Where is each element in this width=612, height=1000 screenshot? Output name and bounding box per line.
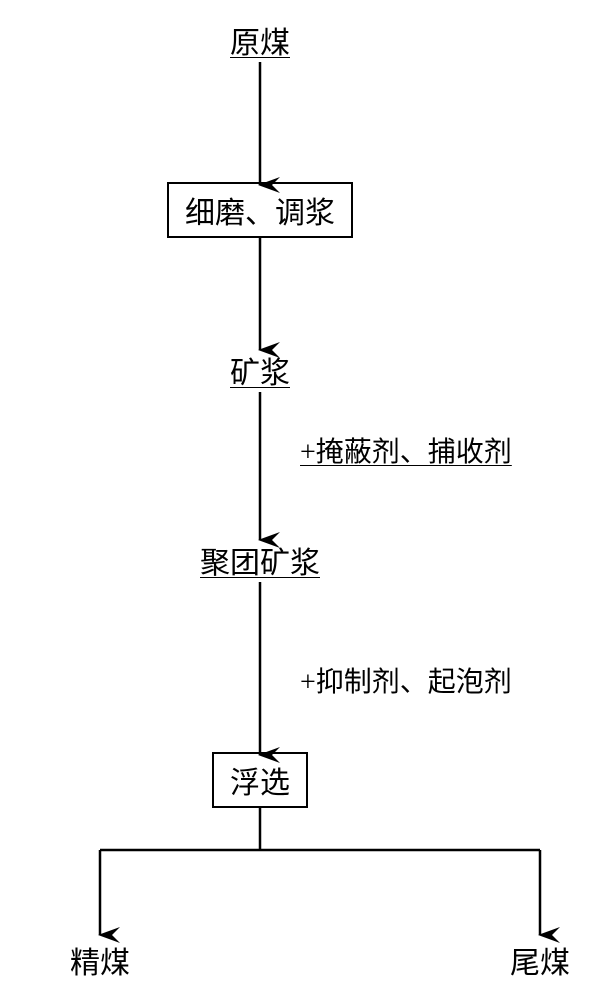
flow-node-n1: 原煤 — [230, 18, 290, 62]
flow-node-n3: 矿浆 — [230, 348, 290, 392]
flow-node-n7: 尾煤 — [510, 938, 570, 982]
flow-node-n5: 浮选 — [212, 752, 308, 808]
flow-node-n6: 精煤 — [70, 938, 130, 982]
flow-node-label: 细磨、调浆 — [185, 197, 335, 230]
flow-node-label: 聚团矿浆 — [200, 547, 320, 580]
flow-node-label: 矿浆 — [230, 357, 290, 390]
flow-node-label: 尾煤 — [510, 947, 570, 980]
flow-annotation-label: +抑制剂、起泡剂 — [300, 667, 512, 698]
flow-node-label: 原煤 — [230, 27, 290, 60]
flow-annotation-a1: +掩蔽剂、捕收剂 — [300, 430, 512, 470]
flow-annotation-label: +掩蔽剂、捕收剂 — [300, 437, 512, 468]
flow-arrows — [0, 0, 612, 1000]
flow-annotation-a2: +抑制剂、起泡剂 — [300, 660, 512, 700]
flow-node-label: 精煤 — [70, 947, 130, 980]
flow-node-n4: 聚团矿浆 — [200, 538, 320, 582]
flow-node-label: 浮选 — [230, 767, 290, 800]
flow-node-n2: 细磨、调浆 — [167, 182, 353, 238]
